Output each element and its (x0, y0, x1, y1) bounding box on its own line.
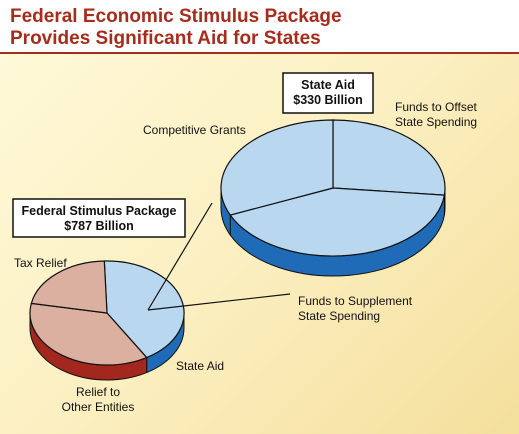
slice-relief (30, 260, 108, 314)
slice-label-tax: Tax Relief (14, 256, 67, 270)
federal-stimulus-pie: State Aid Tax Relief Relief to Other Entiti… (12, 198, 224, 414)
slice-label-line: Funds to Offset (395, 100, 477, 114)
slice-label-line: Tax Relief (14, 256, 67, 270)
slice-tax (29, 302, 148, 366)
slice-label-offset: Funds to Offset State Spending (395, 100, 477, 129)
slice-label-line: State Spending (395, 115, 477, 129)
pie-title-line-2: $330 Billion (293, 93, 362, 107)
connector-line-lower (147, 293, 291, 311)
title-rule (0, 52, 519, 54)
slice-label-line: Funds to Supplement (298, 294, 413, 308)
pie-title-box (282, 72, 374, 114)
slice-label-state: State Aid (176, 359, 224, 373)
chart-title: Federal Economic Stimulus Package Provid… (10, 6, 510, 50)
pie-title-line-1: State Aid (301, 78, 355, 92)
slice-label-supplement: Funds to Supplement State Spending (298, 294, 413, 323)
chart-title-line-1: Federal Economic Stimulus Package (10, 6, 342, 27)
slice-offset (229, 187, 445, 257)
chart-title-line-2: Provides Significant Aid for States (10, 28, 321, 49)
connector-line-upper (147, 202, 213, 311)
slice-label-line: Other Entities (62, 400, 135, 414)
pie-title-line-1: Federal Stimulus Package (22, 204, 177, 218)
slice-label-line: State Aid (176, 359, 224, 373)
slice-label-line: State Spending (298, 309, 380, 323)
slice-state (103, 260, 185, 359)
slice-label-line: Competitive Grants (143, 123, 246, 137)
slice-supplement (220, 119, 334, 216)
expansion-connector (147, 202, 291, 311)
slice-label-relief: Relief to Other Entities (62, 385, 135, 414)
slice-label-line: Relief to (76, 385, 120, 399)
pie-title-box (12, 198, 186, 238)
pie-title-line-2: $787 Billion (64, 219, 133, 233)
slice-label-competitive: Competitive Grants (143, 123, 246, 137)
slice-competitive (332, 119, 446, 196)
